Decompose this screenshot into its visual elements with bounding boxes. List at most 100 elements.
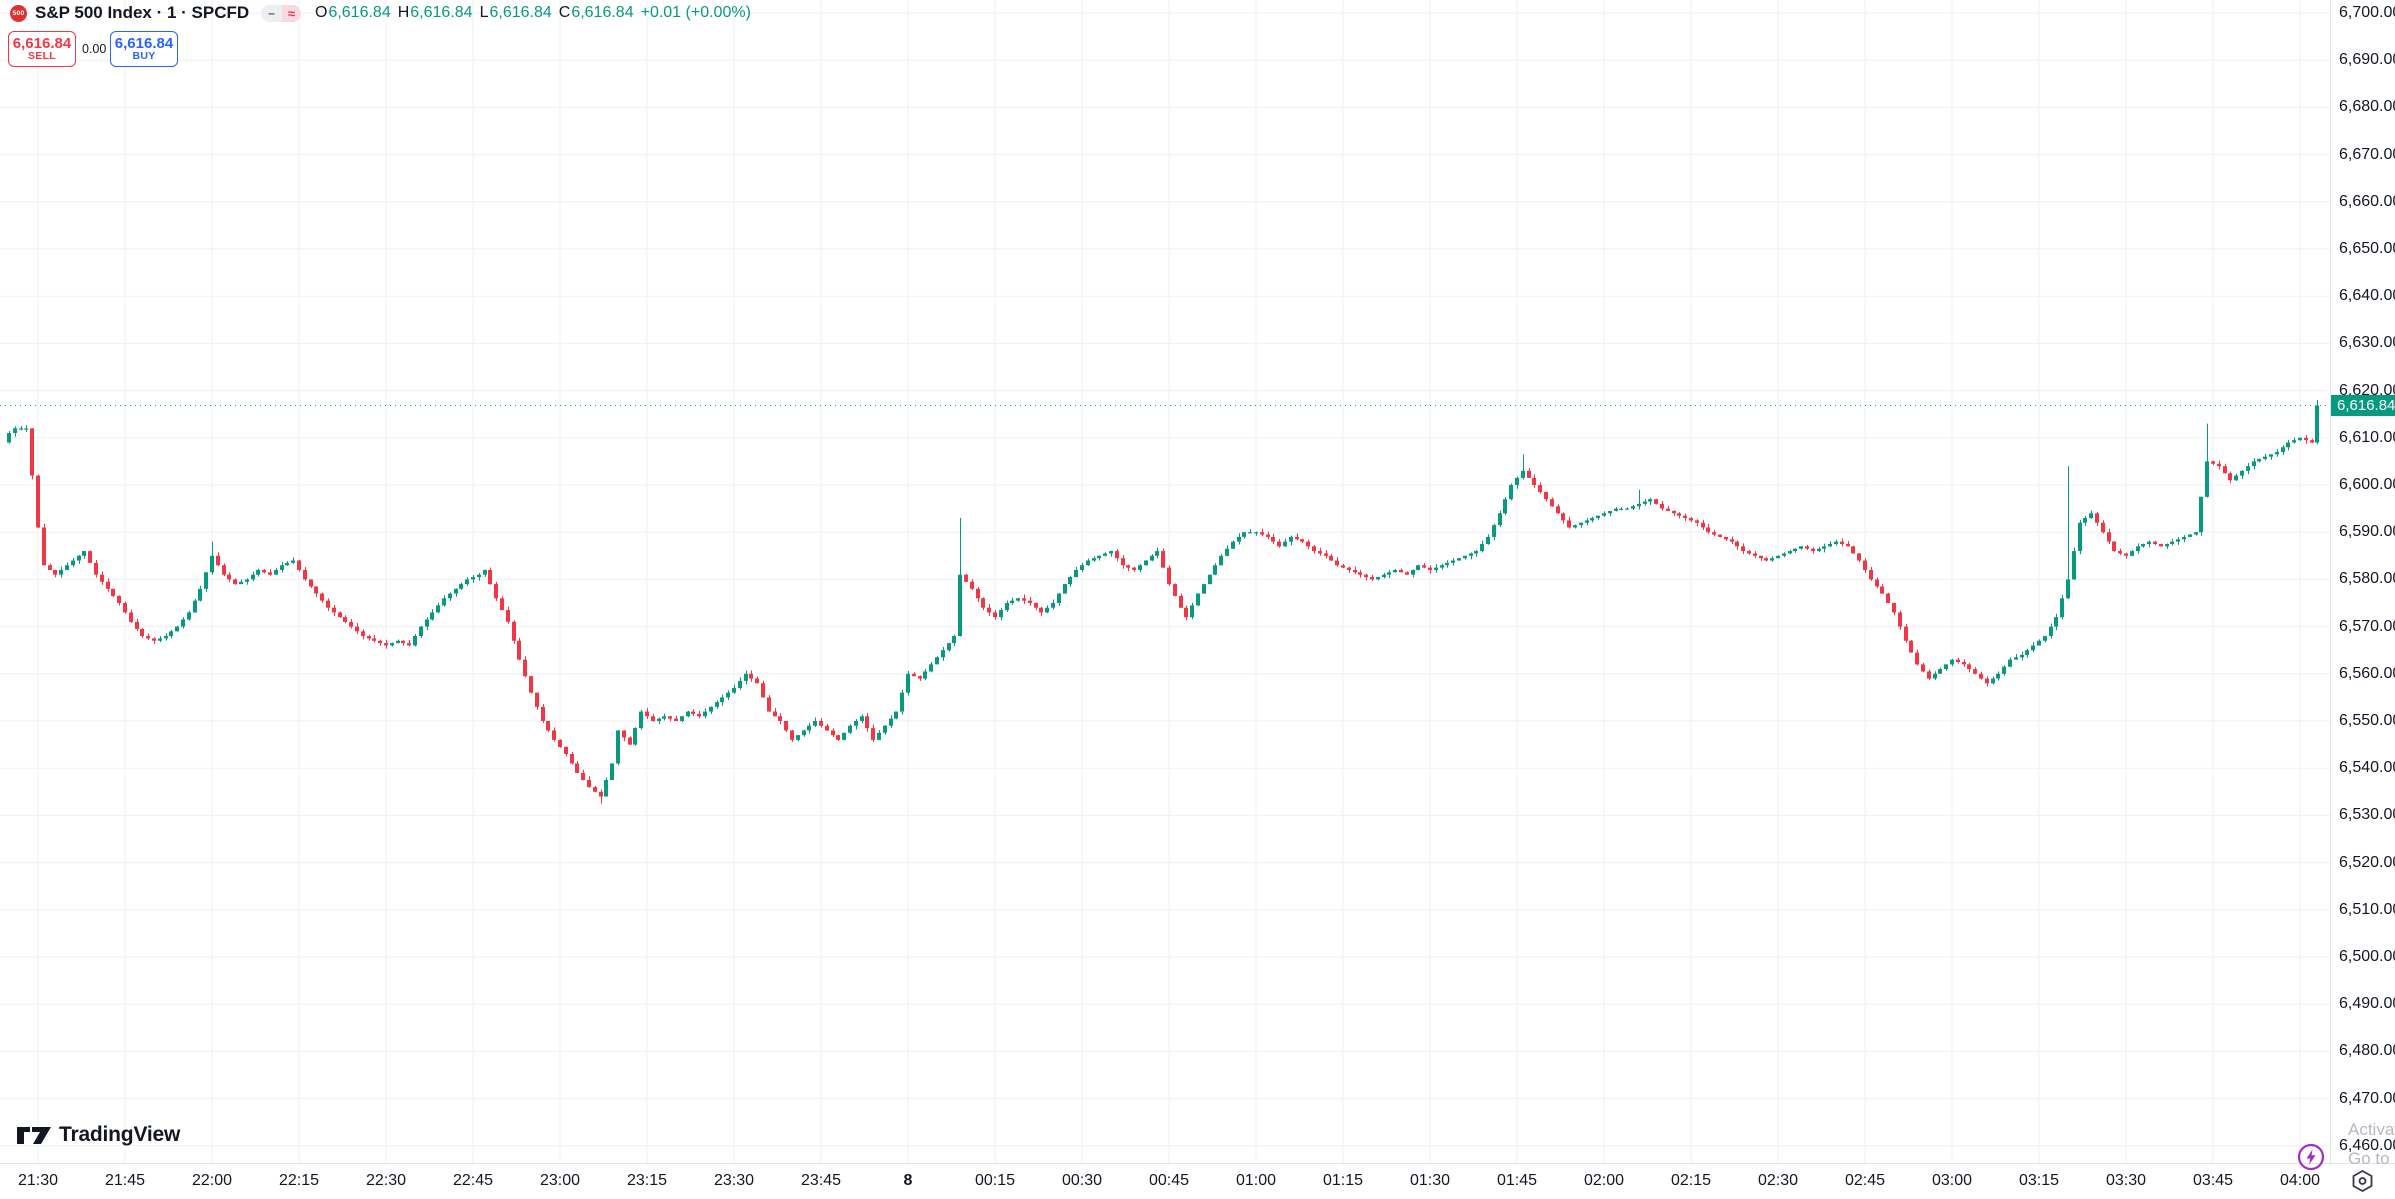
candle-body xyxy=(1150,555,1154,561)
candle-body xyxy=(2240,470,2244,476)
candle-body xyxy=(1892,603,1896,613)
candle-body xyxy=(2008,659,2012,667)
candle-body xyxy=(1979,673,1983,679)
candle-body xyxy=(941,650,945,658)
high-value: 6,616.84 xyxy=(410,4,473,21)
candle-body xyxy=(1184,607,1188,618)
candle-body xyxy=(251,574,255,580)
candle-body xyxy=(784,721,788,731)
candle-body xyxy=(1074,569,1078,578)
candle-body xyxy=(1927,671,1931,679)
candle-body xyxy=(1016,598,1020,601)
candle-body xyxy=(425,619,429,627)
activate-windows-watermark-line2: Go to Settings to activate Windows. xyxy=(2348,1149,2395,1168)
candle-body xyxy=(976,588,980,599)
candle-body xyxy=(512,621,516,641)
price-axis-label: 6,580.00 xyxy=(2339,570,2395,588)
candle-body xyxy=(355,626,359,632)
candle-body xyxy=(1034,603,1038,608)
price-axis-label: 6,670.00 xyxy=(2339,145,2395,163)
candle-body xyxy=(169,631,173,637)
sell-button[interactable]: 6,616.84 SELL xyxy=(8,31,76,67)
candle-body xyxy=(564,746,568,755)
candle-body xyxy=(1213,565,1217,575)
candle-body xyxy=(1817,548,1821,552)
candle-body xyxy=(581,772,585,780)
candle-body xyxy=(1248,532,1252,534)
candle-body xyxy=(2286,442,2290,448)
candle-body xyxy=(1225,548,1229,556)
buy-button[interactable]: 6,616.84 BUY xyxy=(110,31,178,67)
candle-body xyxy=(2304,437,2308,441)
change-value: +0.01 (+0.00%) xyxy=(640,4,751,21)
price-axis[interactable]: 6,460.00 6,470.00 6,480.00 6,490.00 6,500.00… xyxy=(2330,0,2395,1163)
candle-body xyxy=(686,711,690,717)
symbol-title[interactable]: S&P 500 Index · 1 · SPCFD xyxy=(35,3,250,22)
time-axis-label: 01:45 xyxy=(1496,1172,1538,1189)
candle-body xyxy=(1672,510,1676,514)
candle-body xyxy=(106,581,110,589)
candle-body xyxy=(1382,574,1386,578)
candle-body xyxy=(2095,513,2099,523)
candle-body xyxy=(854,721,858,726)
candle-body xyxy=(1271,536,1275,542)
candle-body xyxy=(53,569,57,575)
candle-body xyxy=(285,562,289,566)
instant-trading-button[interactable] xyxy=(2297,1143,2325,1171)
time-axis-label: 21:45 xyxy=(104,1172,146,1189)
candle-body xyxy=(1190,605,1194,618)
candle-body xyxy=(2107,532,2111,542)
candle-body xyxy=(2054,617,2058,627)
candle-body xyxy=(1295,536,1299,540)
candle-body xyxy=(1828,544,1832,547)
time-axis-label: 21:30 xyxy=(17,1172,59,1189)
candle-body xyxy=(1782,553,1786,556)
candle-body xyxy=(1283,541,1287,547)
time-axis-label: 03:15 xyxy=(2018,1172,2060,1189)
candle-body xyxy=(123,603,127,613)
candle-body xyxy=(1527,470,1531,478)
price-axis-label: 6,660.00 xyxy=(2339,192,2395,210)
candle-body xyxy=(1231,541,1235,549)
open-label: O xyxy=(314,4,328,21)
time-axis-label: 22:45 xyxy=(452,1172,494,1189)
candle-body xyxy=(1793,548,1797,552)
candle-body xyxy=(367,636,371,639)
candle-body xyxy=(1364,574,1368,578)
candle-body xyxy=(703,711,707,717)
tradingview-logo[interactable]: TradingView xyxy=(16,1122,180,1148)
time-axis-label: 00:30 xyxy=(1061,1172,1103,1189)
candle-body xyxy=(529,676,533,693)
candle-body xyxy=(1788,551,1792,554)
candle-body xyxy=(2043,636,2047,641)
candle-body xyxy=(599,791,603,797)
candle-body xyxy=(2101,522,2105,533)
low-label: L xyxy=(479,4,489,21)
candle-body xyxy=(1318,551,1322,554)
scale-settings-button[interactable] xyxy=(2349,1168,2376,1194)
candle-body xyxy=(1480,544,1484,552)
price-axis-label: 6,460.00 xyxy=(2339,1136,2395,1154)
time-axis-label: 23:15 xyxy=(626,1172,668,1189)
candle-body xyxy=(2182,536,2186,540)
candle-body xyxy=(1300,539,1304,542)
time-axis-label: 04:00 xyxy=(2279,1172,2321,1189)
candle-body xyxy=(1567,520,1571,528)
candle-body xyxy=(2072,551,2076,580)
candle-body xyxy=(372,638,376,641)
candle-body xyxy=(1625,508,1629,510)
candle-body xyxy=(807,725,811,731)
price-axis-label: 6,540.00 xyxy=(2339,759,2395,777)
market-status-pill[interactable]: – ≈ xyxy=(261,4,301,22)
candle-body xyxy=(1498,513,1502,526)
candle-body xyxy=(2083,518,2087,523)
candle-body xyxy=(1132,567,1136,570)
time-axis[interactable]: 21:30 21:45 22:00 22:15 22:30 22:45 23:00 23:15… xyxy=(0,1163,2395,1199)
candle-body xyxy=(1005,603,1009,611)
candle-body xyxy=(1451,560,1455,563)
candle-body xyxy=(836,735,840,740)
candle-body xyxy=(146,636,150,639)
candle-body xyxy=(1886,593,1890,603)
